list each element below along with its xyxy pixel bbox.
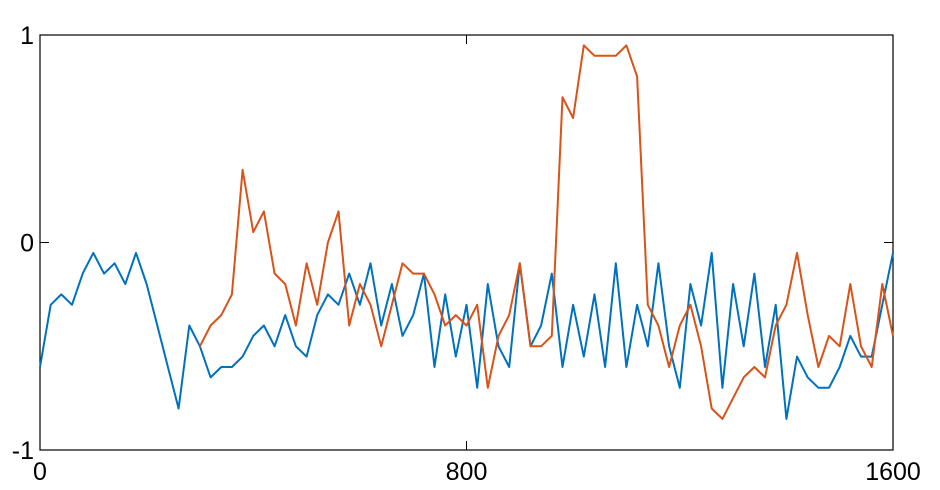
line-series bbox=[199, 44, 894, 420]
x-tick-label: 800 bbox=[446, 458, 488, 486]
plot-frame bbox=[39, 34, 894, 451]
x-tick-label: 0 bbox=[33, 458, 47, 486]
y-tick-label: -1 bbox=[12, 437, 34, 465]
x-tick-label: 1600 bbox=[865, 458, 921, 486]
y-tick-label: 0 bbox=[20, 230, 34, 258]
line-series bbox=[39, 251, 894, 420]
y-tick-label: 1 bbox=[20, 22, 34, 50]
